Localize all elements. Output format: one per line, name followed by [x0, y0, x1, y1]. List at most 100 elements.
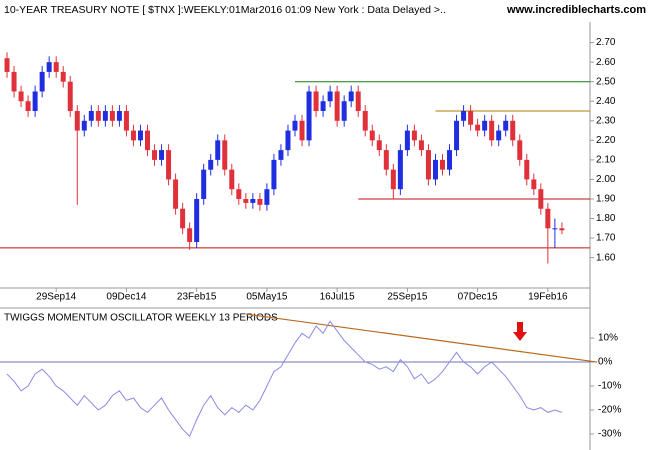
candle-body	[475, 124, 481, 131]
y-tick-label: 2.10	[596, 155, 616, 166]
candle-body	[524, 159, 530, 180]
y-tick-label: 2.60	[596, 57, 616, 68]
y-tick-label: 2.70	[596, 37, 616, 48]
candle-body	[74, 111, 80, 131]
chart-title: 10-YEAR TREASURY NOTE [ $TNX ]:WEEKLY:01…	[4, 4, 446, 16]
candle-body	[355, 91, 361, 112]
candle-body	[145, 130, 150, 151]
candle-body	[362, 111, 368, 131]
y-tick-label: 2.00	[596, 174, 616, 185]
candle-body	[166, 150, 172, 180]
candle-body	[461, 111, 467, 121]
candle-body	[81, 120, 87, 131]
y-tick-label: 1.60	[596, 252, 616, 263]
y-tick-label: -20%	[598, 405, 621, 416]
title-bar	[0, 0, 650, 22]
x-tick-label: 16Jul15	[320, 292, 355, 303]
candle-body	[4, 58, 10, 72]
candle-body	[11, 71, 17, 92]
candle-body	[159, 150, 165, 160]
trend-line	[245, 313, 598, 363]
candle-body	[545, 208, 551, 229]
y-tick-label: -10%	[598, 381, 621, 392]
candle-body	[369, 130, 375, 141]
candle-body	[489, 120, 495, 141]
candle-body	[109, 111, 115, 121]
source: www.incrediblecharts.com	[506, 4, 646, 16]
y-tick-label: 1.90	[596, 194, 616, 205]
candle-body	[538, 189, 544, 209]
candle-body	[250, 198, 256, 203]
x-tick-label: 09Dec14	[106, 292, 146, 303]
candle-body	[180, 208, 186, 229]
candle-body	[264, 189, 270, 205]
candle-body	[348, 91, 354, 102]
candle-body	[334, 91, 340, 121]
candle-body	[390, 169, 396, 190]
candle-body	[341, 101, 347, 121]
candle-body	[88, 111, 94, 121]
candle-body	[320, 101, 326, 112]
candle-body	[123, 111, 129, 131]
candle-body	[383, 150, 389, 170]
candle-body	[60, 71, 66, 82]
candle-body	[229, 169, 235, 190]
candle-body	[531, 179, 537, 190]
oscillator-line	[6, 320, 563, 438]
candle-body	[447, 150, 453, 170]
candle-body	[187, 228, 193, 242]
x-tick-label: 23Feb15	[177, 292, 217, 303]
y-tick-label: 1.80	[596, 213, 616, 224]
candle-body	[411, 130, 417, 141]
candle-body	[454, 120, 460, 151]
y-tick-label: 2.30	[596, 115, 616, 126]
candle-body	[404, 130, 410, 151]
candle-body	[243, 198, 249, 203]
candle-body	[278, 150, 284, 160]
candle-body	[95, 111, 101, 121]
y-tick-label: 0%	[598, 357, 613, 368]
candle-body	[137, 130, 143, 141]
candle-body	[173, 179, 179, 209]
candle-body	[39, 71, 45, 92]
y-tick-label: 10%	[598, 333, 618, 344]
candle-body	[194, 198, 200, 242]
candle-body	[32, 91, 38, 112]
candle-body	[510, 120, 516, 141]
candle-body	[53, 62, 59, 72]
candle-body	[201, 169, 207, 199]
y-tick-label: 2.50	[596, 76, 616, 87]
candle-body	[468, 111, 474, 125]
candle-body	[517, 140, 523, 160]
candle-body	[376, 140, 382, 151]
x-tick-label: 25Sep15	[387, 292, 427, 303]
candle-body	[102, 111, 108, 121]
candle-body	[236, 189, 242, 199]
x-tick-label: 05May15	[246, 292, 288, 303]
oscillator-title: TWIGGS MOMENTUM OSCILLATOR WEEKLY 13 PER…	[4, 313, 278, 324]
y-tick-label: -30%	[598, 429, 621, 440]
candle-body	[116, 111, 122, 121]
candle-body	[271, 159, 277, 190]
candle-body	[552, 228, 558, 230]
x-tick-label: 19Feb16	[528, 292, 568, 303]
candle-body	[130, 130, 136, 141]
candle-body	[440, 159, 445, 170]
candle-body	[285, 130, 291, 151]
candle-body	[432, 159, 438, 180]
candle-body	[18, 91, 24, 102]
y-tick-label: 2.40	[596, 96, 616, 107]
candle-body	[418, 140, 424, 151]
candle-body	[208, 159, 214, 170]
candle-body	[496, 130, 502, 141]
y-tick-label: 1.70	[596, 233, 616, 244]
y-tick-label: 2.20	[596, 135, 616, 146]
candle-body	[306, 91, 312, 141]
candle-body	[299, 120, 305, 141]
candle-body	[425, 150, 431, 180]
candle-body	[559, 228, 565, 231]
candle-body	[313, 91, 319, 112]
candle-body	[222, 140, 228, 170]
candle-body	[257, 198, 263, 205]
